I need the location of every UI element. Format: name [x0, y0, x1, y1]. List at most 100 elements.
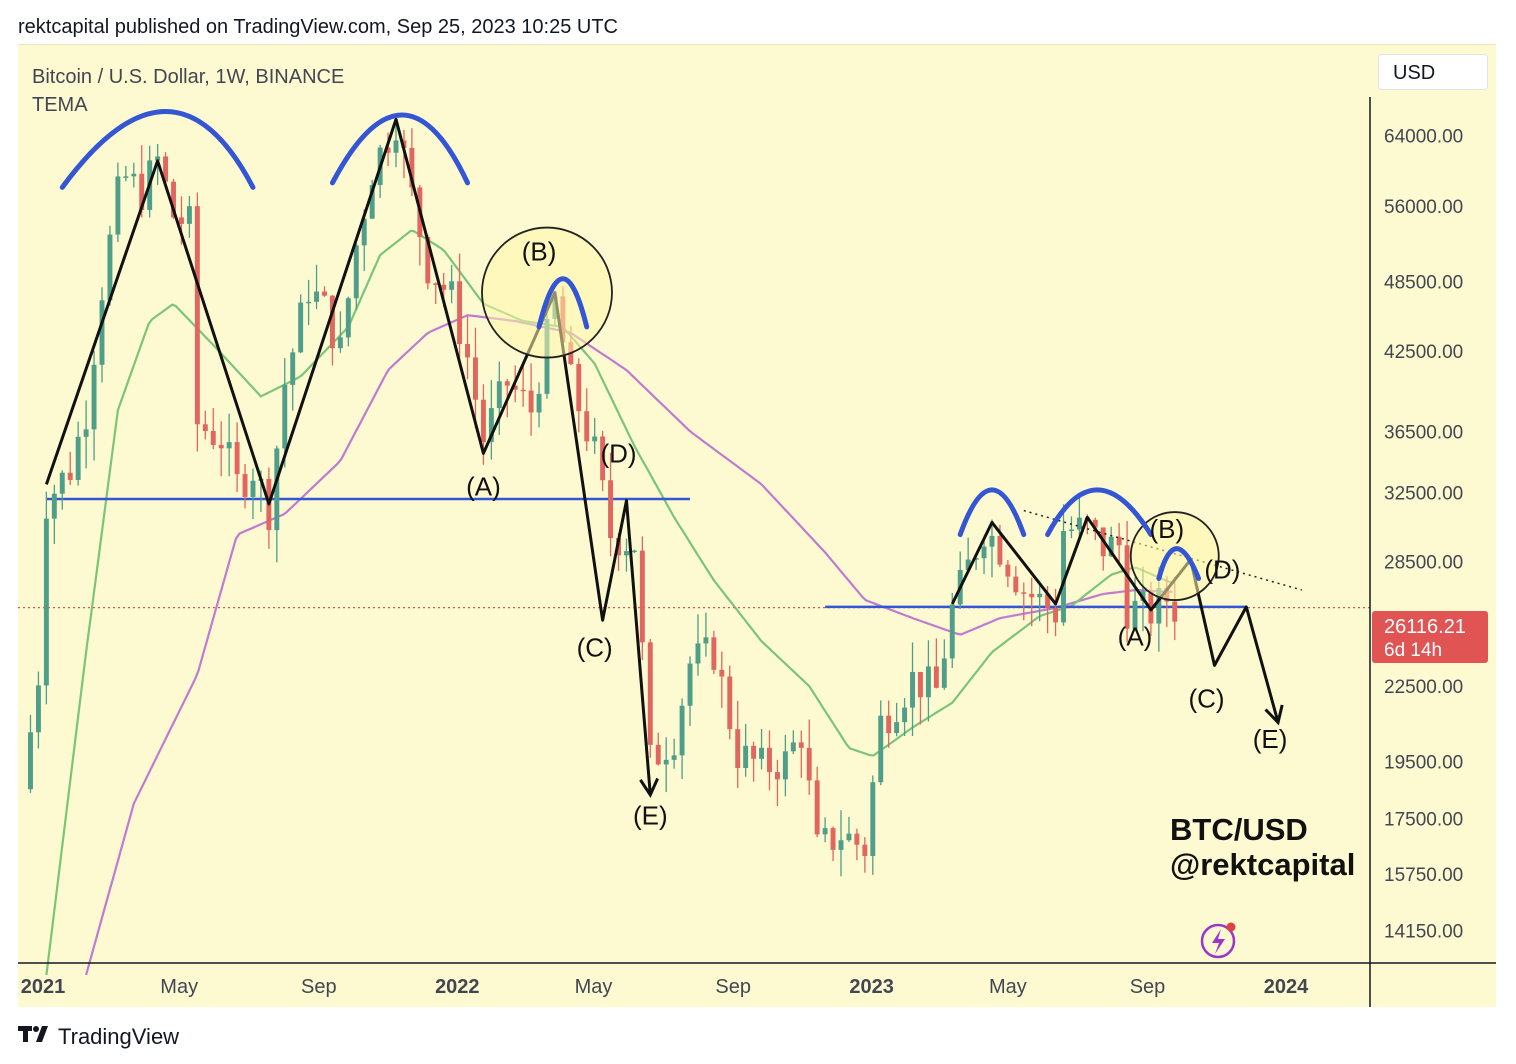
candle-bear: [584, 411, 590, 442]
legend-symbol: Bitcoin / U.S. Dollar, 1W, BINANCE: [32, 66, 344, 88]
candle-bull: [290, 352, 296, 385]
wave-label: (E): [633, 801, 668, 831]
candle-bear: [806, 747, 812, 781]
chart-frame[interactable]: (A)(B)(C)(D)(E)(A)(B)(D)(C)(E) 72000.006…: [18, 44, 1496, 1007]
top-arc: [957, 487, 1027, 538]
candle-bear: [457, 281, 463, 344]
candle-bear: [1172, 601, 1178, 622]
tradingview-logo-icon: [18, 1024, 52, 1050]
candle-bull: [687, 663, 693, 706]
wave-label: (A): [466, 472, 501, 502]
top-arc: [536, 276, 590, 330]
y-tick-label: 36500.00: [1384, 422, 1463, 443]
candle-bull: [115, 176, 121, 235]
candle-bear: [441, 284, 447, 290]
candle-bear: [639, 550, 645, 643]
candle-bear: [933, 666, 939, 688]
wave-label: (E): [1253, 724, 1288, 754]
watermark-handle: @rektcapital: [1170, 847, 1355, 882]
wave-label: (D): [600, 438, 636, 468]
candle-bull: [631, 550, 637, 553]
candle-bull: [353, 245, 359, 299]
candle-bull: [838, 840, 844, 850]
currency-button[interactable]: USD: [1378, 54, 1488, 90]
candle-bull: [1061, 531, 1066, 623]
candle-bear: [210, 431, 216, 445]
candle-bull: [131, 173, 137, 177]
candle-bull: [250, 480, 256, 497]
arrow-head-2023: [1264, 704, 1284, 726]
candle-bull: [1108, 536, 1114, 557]
legend-indicator: TEMA: [32, 94, 88, 116]
candle-bull: [51, 493, 57, 519]
price-badge: 26116.21 6d 14h: [1372, 611, 1488, 663]
lightning-icon[interactable]: [1200, 922, 1236, 959]
candle-bull: [870, 782, 876, 856]
candle-bear: [480, 399, 486, 443]
candle-bear: [139, 173, 145, 210]
candle-bear: [918, 671, 923, 698]
candle-bear: [473, 357, 478, 400]
candle-bear: [814, 780, 820, 835]
wave-label: (B): [1149, 514, 1184, 544]
candle-bear: [520, 389, 526, 392]
candle-bull: [298, 302, 304, 353]
x-tick-label: 2024: [1264, 976, 1309, 998]
y-tick-label: 48500.00: [1384, 273, 1463, 294]
candle-bull: [83, 429, 89, 437]
arrow-head-2022: [639, 777, 659, 799]
watermark-pair: BTC/USD: [1170, 812, 1308, 847]
tradingview-logo[interactable]: TradingView: [18, 1024, 179, 1050]
candle-bull: [679, 705, 685, 756]
candle-bull: [910, 671, 915, 708]
x-tick-label: 2022: [435, 976, 480, 998]
x-tick-label: May: [989, 976, 1027, 998]
chart-background: [18, 45, 1496, 1007]
tema-fast-line: [45, 229, 1175, 976]
candle-bull: [155, 156, 161, 161]
x-tick-label: Sep: [1130, 976, 1166, 998]
candle-bull: [663, 759, 669, 765]
candle-bear: [234, 442, 240, 475]
candle-bull: [592, 436, 598, 442]
candle-bull: [846, 833, 852, 841]
candle-bull: [75, 436, 81, 480]
tradingview-brand-text: TradingView: [58, 1024, 180, 1049]
candle-bear: [433, 283, 439, 285]
y-tick-label: 17500.00: [1384, 809, 1463, 830]
wave-label: (D): [1204, 554, 1240, 584]
candle-bear: [465, 343, 470, 358]
candle-bear: [608, 480, 614, 539]
candle-bear: [711, 637, 717, 670]
candle-bull: [226, 442, 232, 449]
candle-bear: [512, 385, 518, 390]
candle-bear: [1021, 592, 1027, 594]
wave-label: (C): [577, 633, 613, 663]
candle-bull: [28, 732, 33, 790]
candle-bull: [536, 393, 542, 413]
candle-bear: [719, 669, 725, 677]
candle-bear: [163, 156, 169, 182]
candle-bear: [735, 729, 741, 768]
candle-bear: [767, 747, 772, 773]
candle-bull: [782, 751, 788, 780]
y-tick-label: 15750.00: [1384, 865, 1463, 886]
candle-bull: [449, 281, 455, 290]
wave-label: (B): [522, 236, 557, 266]
candle-bear: [179, 217, 184, 224]
candle-bull: [965, 559, 971, 570]
price-chart[interactable]: (A)(B)(C)(D)(E)(A)(B)(D)(C)(E) 72000.006…: [18, 45, 1496, 1007]
candle-bear: [202, 424, 208, 432]
candle-bear: [1045, 593, 1051, 608]
price-badge-box: [1372, 611, 1488, 663]
candle-bull: [949, 604, 955, 659]
candle-bull: [35, 685, 41, 733]
candle-bull: [981, 546, 987, 559]
candle-bull: [989, 535, 995, 547]
candle-bull: [91, 364, 97, 430]
candle-bear: [528, 390, 534, 413]
candle-bull: [894, 722, 900, 734]
top-arc: [329, 112, 471, 186]
candle-bull: [369, 185, 375, 219]
candle-bear: [655, 744, 661, 765]
